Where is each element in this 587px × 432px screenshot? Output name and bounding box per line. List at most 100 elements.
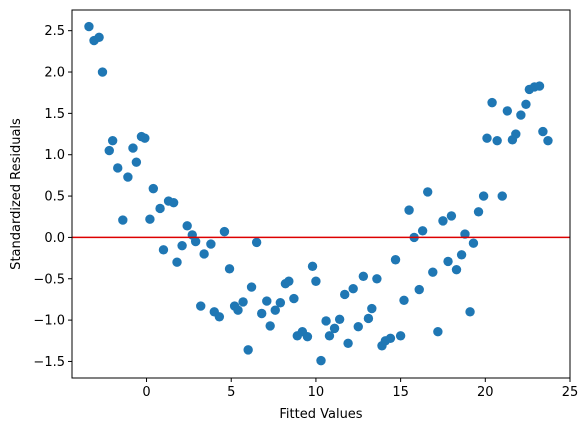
- data-point: [487, 97, 497, 108]
- data-point: [353, 322, 363, 332]
- y-tick-label: −1.0: [33, 314, 65, 329]
- y-axis-label: Standardized Residuals: [9, 118, 24, 270]
- data-point: [84, 21, 94, 32]
- data-point: [538, 126, 548, 137]
- data-point: [262, 296, 272, 306]
- y-tick-label: −1.5: [33, 355, 65, 370]
- data-point: [97, 67, 108, 77]
- data-point: [390, 255, 401, 265]
- data-point: [492, 135, 502, 146]
- data-point: [404, 205, 414, 215]
- data-point: [172, 257, 182, 267]
- data-point: [275, 298, 286, 308]
- data-point: [128, 143, 138, 153]
- data-point: [414, 284, 424, 295]
- x-tick-label: 15: [392, 385, 409, 400]
- data-point: [219, 226, 230, 237]
- data-point: [123, 172, 133, 182]
- data-point: [214, 312, 225, 322]
- data-point: [284, 276, 294, 286]
- data-point: [118, 215, 128, 225]
- x-tick-label: 25: [562, 385, 579, 400]
- data-point: [177, 240, 187, 251]
- data-point: [321, 316, 331, 326]
- data-point: [367, 303, 377, 314]
- data-point: [423, 187, 433, 197]
- data-point: [358, 271, 369, 281]
- data-point: [497, 191, 507, 201]
- data-point: [473, 207, 484, 217]
- data-point: [206, 239, 216, 249]
- scatter-points: [84, 21, 553, 366]
- data-point: [140, 133, 150, 143]
- data-point: [334, 314, 345, 324]
- data-point: [289, 293, 299, 304]
- data-point: [438, 216, 448, 226]
- data-point: [199, 249, 209, 259]
- data-point: [348, 283, 358, 294]
- data-point: [113, 163, 123, 173]
- data-point: [521, 99, 531, 109]
- data-point: [270, 305, 280, 315]
- data-point: [534, 81, 545, 91]
- data-point: [324, 331, 335, 341]
- data-point: [182, 221, 192, 231]
- data-point: [316, 355, 326, 366]
- data-point: [465, 307, 475, 317]
- data-point: [385, 333, 396, 344]
- x-tick-label: 0: [142, 385, 150, 400]
- data-point: [395, 331, 406, 341]
- data-point: [190, 236, 201, 247]
- data-point: [502, 106, 513, 116]
- y-tick-label: 2.0: [44, 66, 65, 81]
- y-tick-label: −0.5: [33, 272, 65, 287]
- data-point: [343, 338, 353, 348]
- data-point: [451, 264, 462, 275]
- data-point: [168, 197, 179, 208]
- data-point: [446, 211, 457, 221]
- data-point: [238, 297, 248, 307]
- data-point: [543, 135, 553, 146]
- y-axis-ticks: −1.5 −1.0 −0.5 0.0 0.5 1.0 1.5 2.0 2.5: [33, 24, 72, 370]
- data-point: [158, 245, 169, 255]
- data-point: [145, 214, 155, 224]
- data-point: [243, 345, 253, 355]
- data-point: [340, 289, 350, 300]
- data-point: [329, 323, 340, 334]
- data-point: [511, 129, 521, 139]
- data-point: [482, 133, 492, 143]
- y-tick-label: 1.0: [44, 148, 65, 163]
- data-point: [94, 32, 104, 42]
- data-point: [251, 237, 262, 248]
- x-tick-label: 20: [477, 385, 494, 400]
- data-point: [107, 135, 118, 146]
- y-tick-label: 0.5: [44, 190, 65, 205]
- data-point: [516, 110, 526, 120]
- data-point: [257, 308, 267, 319]
- data-point: [104, 145, 114, 156]
- data-point: [246, 282, 257, 292]
- data-point: [372, 274, 382, 284]
- data-point: [433, 326, 443, 337]
- plot-frame: [71, 9, 571, 379]
- y-tick-label: 0.0: [44, 231, 65, 246]
- y-tick-label: 1.5: [44, 107, 65, 122]
- y-tick-label: 2.5: [44, 24, 65, 39]
- data-point: [468, 238, 479, 248]
- data-point: [155, 203, 165, 214]
- data-point: [196, 301, 206, 311]
- data-point: [311, 276, 321, 286]
- data-point: [428, 267, 438, 277]
- data-point: [460, 229, 470, 239]
- x-axis-ticks: 0 5 10 15 20 25: [142, 378, 578, 400]
- data-point: [399, 295, 409, 305]
- data-point: [443, 256, 453, 267]
- data-point: [131, 157, 142, 167]
- data-point: [363, 313, 374, 324]
- data-point: [302, 331, 313, 342]
- data-point: [417, 226, 428, 236]
- data-point: [456, 250, 467, 260]
- x-axis-label: Fitted Values: [279, 407, 362, 422]
